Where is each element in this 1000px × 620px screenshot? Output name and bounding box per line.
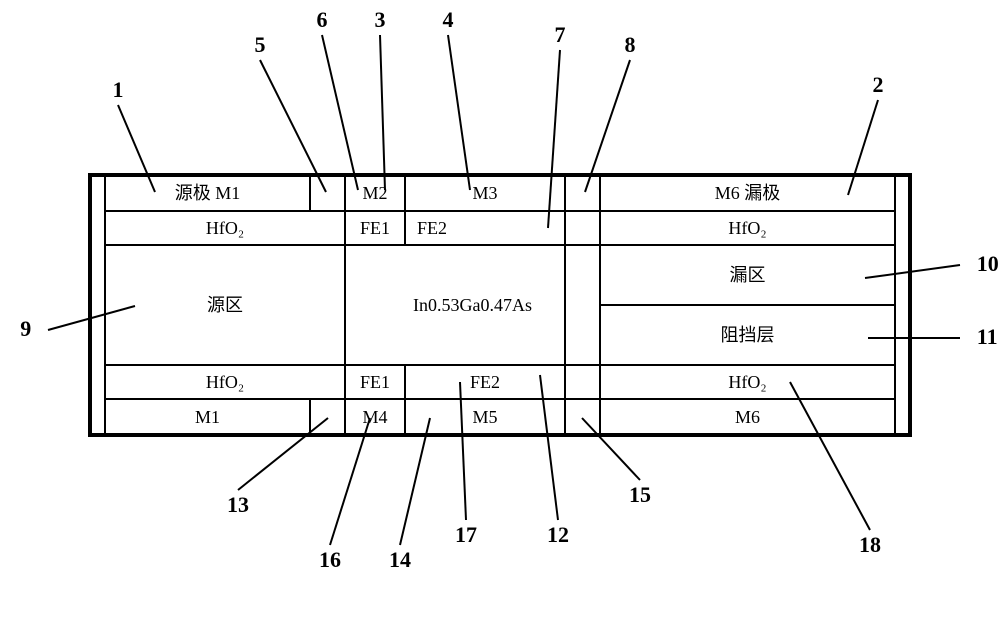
cell-label-bot_g1_diel: FE1 bbox=[360, 372, 390, 392]
cell-label-ch_src: 源区 bbox=[207, 295, 243, 315]
callout-num-14: 14 bbox=[389, 547, 411, 572]
cell-label-bot_drn_diel: HfO₂ bbox=[728, 372, 766, 392]
callout-num-7: 7 bbox=[555, 22, 566, 47]
callout-num-6: 6 bbox=[317, 7, 328, 32]
cell-label-bot_src_diel: HfO₂ bbox=[206, 372, 244, 392]
gap-right bbox=[895, 175, 908, 435]
callout-num-5: 5 bbox=[255, 32, 266, 57]
cell-label-bot_g2_diel: FE2 bbox=[470, 372, 500, 392]
callout-num-4: 4 bbox=[443, 7, 454, 32]
callout-num-17: 17 bbox=[455, 522, 477, 547]
callout-num-8: 8 bbox=[625, 32, 636, 57]
callout-num-18: 18 bbox=[859, 532, 881, 557]
cell-label-top_g2_metal: M3 bbox=[472, 183, 497, 203]
cell-label-bot_drn_metal: M6 bbox=[735, 407, 760, 427]
cell-label-ch_drn_top: 漏区 bbox=[730, 265, 766, 285]
cell-label-bot_g1_metal: M4 bbox=[362, 407, 387, 427]
callout-num-16: 16 bbox=[319, 547, 341, 572]
cell-label-top_src_metal: 源极 M1 bbox=[175, 183, 241, 203]
cell-label-bot_g2_metal: M5 bbox=[472, 407, 497, 427]
device-cross-section-diagram: 源极 M1 M2 M3 M6 漏极 HfO₂ FE1 FE2 HfO₂ 源区 In0.53Ga0.… bbox=[0, 0, 1000, 620]
cell-label-top_drn_diel: HfO₂ bbox=[728, 218, 766, 238]
notch-br bbox=[565, 399, 600, 435]
gap-left bbox=[92, 175, 105, 435]
callout-num-12: 12 bbox=[547, 522, 569, 547]
notch-tl bbox=[310, 175, 345, 211]
cell-label-top_g2_diel: FE2 bbox=[417, 218, 447, 238]
cell-label-top_drn_metal: M6 漏极 bbox=[715, 183, 781, 203]
cell-label-ch_mid: In0.53Ga0.47As bbox=[413, 295, 532, 315]
callout-num-11: 11 bbox=[977, 324, 998, 349]
cell-label-bot_src_metal: M1 bbox=[195, 407, 220, 427]
notch-bl bbox=[310, 399, 345, 435]
callout-num-3: 3 bbox=[375, 7, 386, 32]
callout-num-2: 2 bbox=[873, 72, 884, 97]
cell-label-ch_drn_bot: 阻挡层 bbox=[721, 325, 775, 345]
notch-tr bbox=[565, 175, 600, 211]
callout-num-15: 15 bbox=[629, 482, 651, 507]
cell-label-top_src_diel: HfO₂ bbox=[206, 218, 244, 238]
callout-num-9: 9 bbox=[20, 316, 31, 341]
callout-num-10: 10 bbox=[977, 251, 999, 276]
callout-num-13: 13 bbox=[227, 492, 249, 517]
cell-label-top_g1_diel: FE1 bbox=[360, 218, 390, 238]
cell-label-top_g1_metal: M2 bbox=[362, 183, 387, 203]
callout-num-1: 1 bbox=[113, 77, 124, 102]
